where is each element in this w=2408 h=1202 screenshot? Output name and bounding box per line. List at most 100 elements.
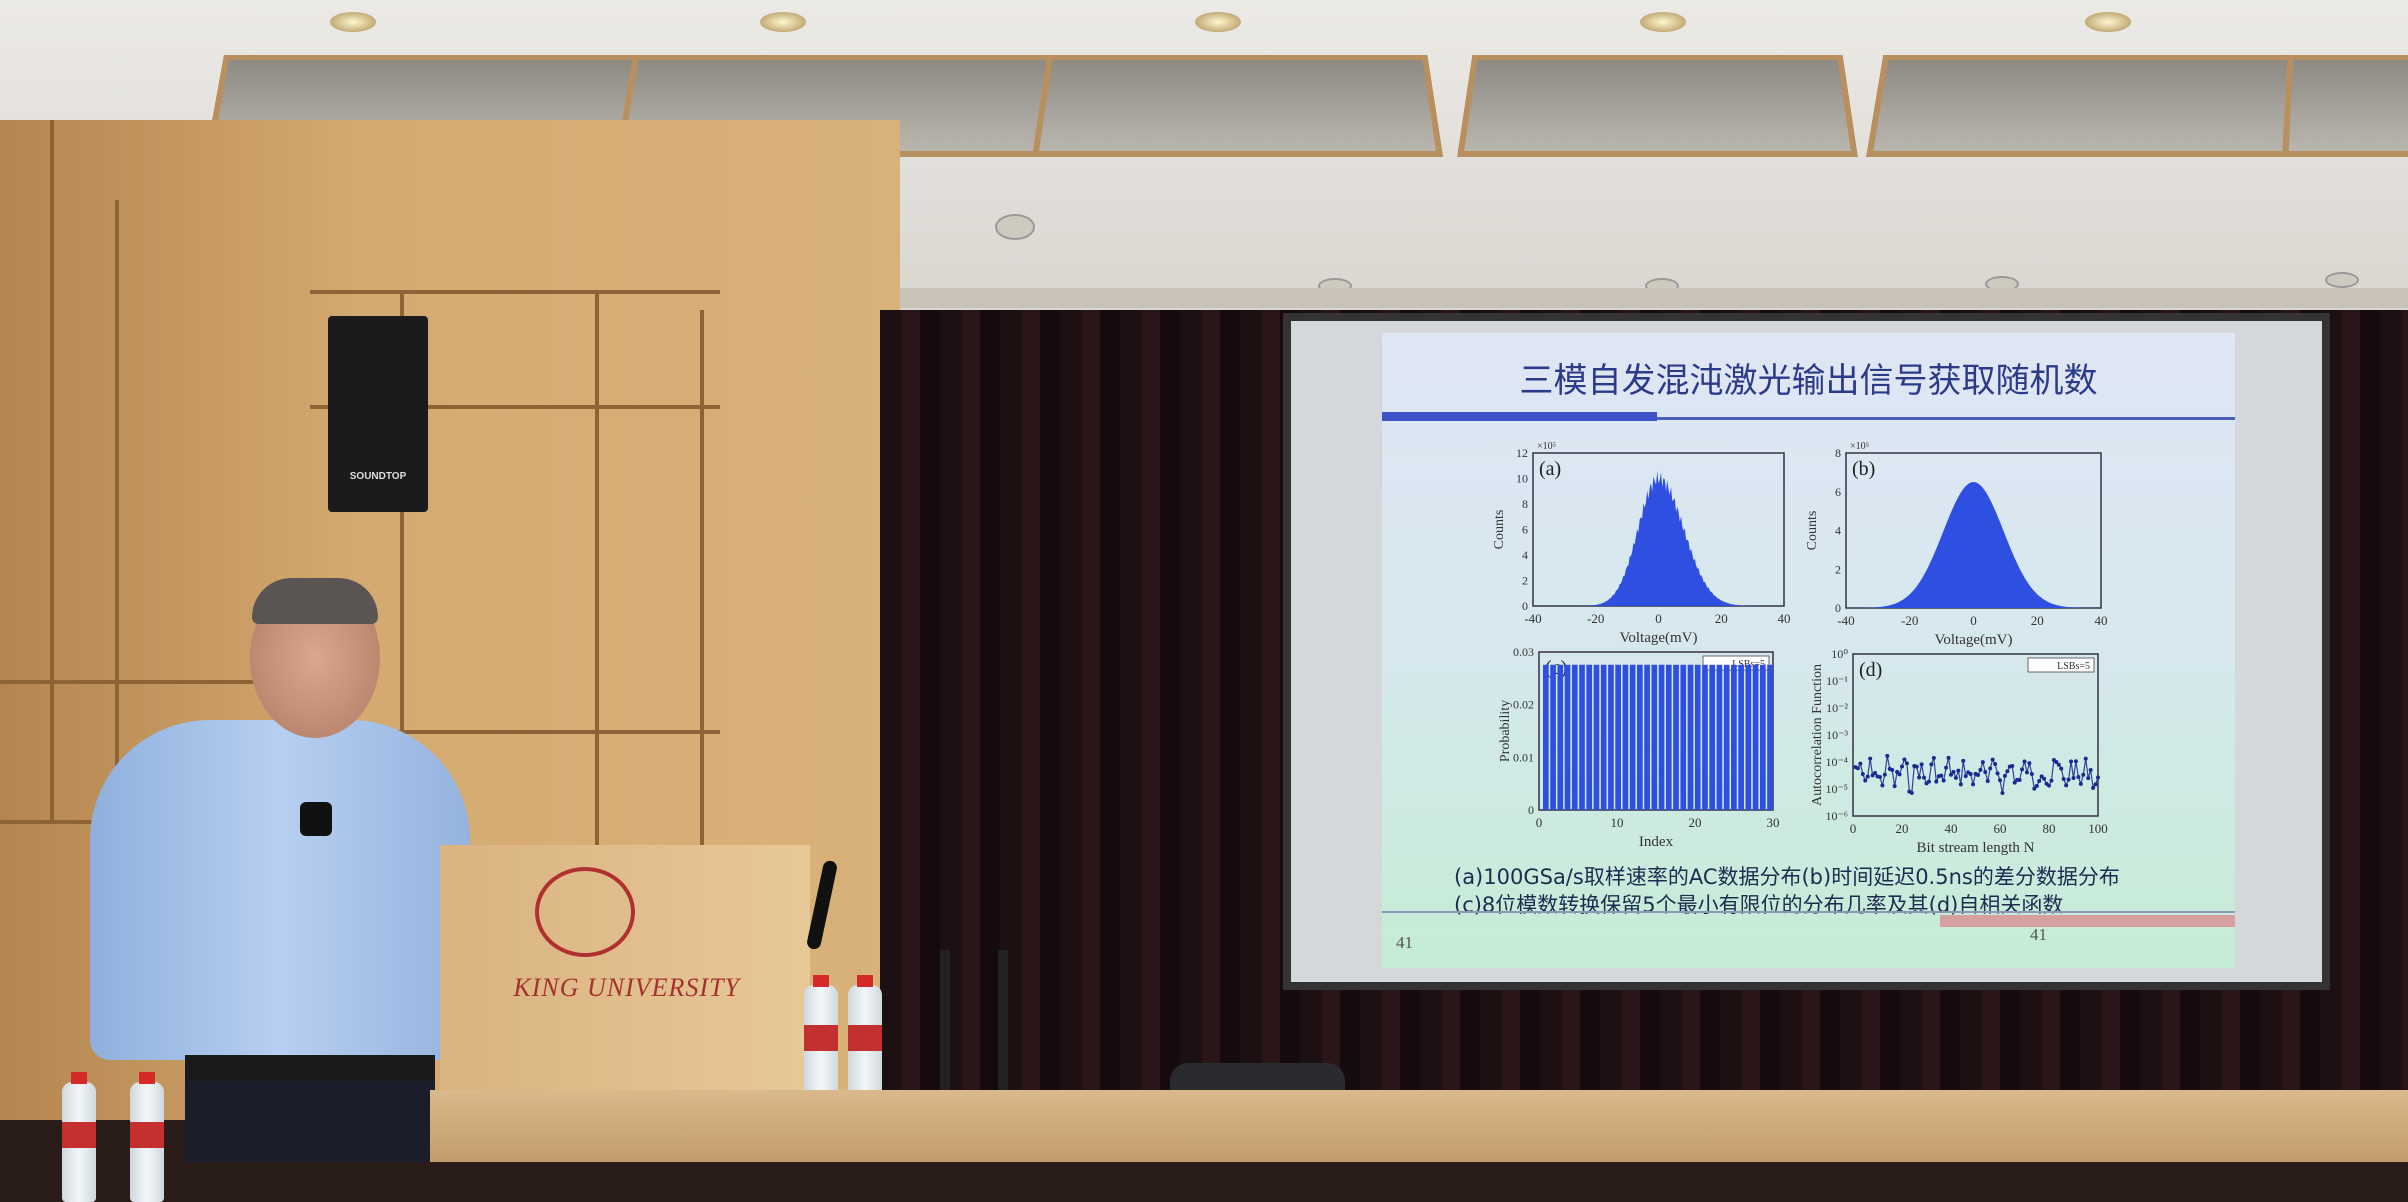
data-point	[1900, 764, 1904, 769]
data-point	[1934, 779, 1939, 784]
probability-bar	[1723, 664, 1730, 810]
data-point	[1956, 768, 1961, 773]
data-point	[2024, 770, 2029, 775]
panel-label: (b)	[1852, 458, 1875, 480]
data-point	[2054, 760, 2059, 765]
data-point	[1958, 782, 1963, 787]
x-tick-label: 10	[1611, 815, 1624, 830]
data-point	[1978, 767, 1983, 772]
data-point	[1860, 772, 1865, 777]
probability-bar	[1680, 664, 1687, 810]
data-point	[2086, 776, 2091, 781]
data-point	[1975, 773, 1980, 778]
ceiling-lamp	[2085, 12, 2131, 32]
data-point	[1885, 753, 1890, 758]
panel-label: (a)	[1539, 458, 1561, 480]
data-point	[1985, 779, 1990, 784]
data-point	[2002, 773, 2007, 778]
smoke-detector	[995, 214, 1035, 240]
data-point	[1983, 769, 1988, 774]
ceiling-panel	[1031, 55, 1444, 157]
title-accent-bar	[1382, 412, 1657, 421]
data-point	[2066, 777, 2071, 782]
data-point	[2078, 781, 2083, 786]
x-tick-label: 40	[1945, 821, 1958, 836]
data-point	[2064, 783, 2069, 788]
footer-accent-bar	[1940, 915, 2235, 927]
speaker-brand: SOUNDTOP	[349, 471, 407, 482]
data-point	[1993, 761, 1998, 766]
y-tick-label: 12	[1516, 446, 1528, 460]
page-number: 41	[1396, 933, 1413, 952]
probability-bar	[1738, 664, 1744, 810]
water-bottle	[62, 1072, 96, 1202]
data-point	[1998, 778, 2002, 783]
x-tick-label: 40	[1778, 611, 1791, 626]
data-point	[1914, 764, 1919, 769]
panel-a-histogram: (a) -40 -20 0 20 40 0 2 4 6 8 10 12 Voltage(mV) Counts…	[1492, 441, 1791, 646]
ceiling-lamp	[760, 12, 806, 32]
data-point	[1963, 774, 1968, 779]
data-point	[2000, 791, 2005, 796]
y-tick-label: 10⁻⁵	[1825, 782, 1848, 796]
probability-bar	[1702, 664, 1708, 810]
ceiling-panel	[1457, 55, 1858, 157]
data-point	[1939, 773, 1944, 778]
data-point	[2020, 767, 2025, 772]
data-point	[1873, 770, 1878, 775]
y-tick-label: 10⁰	[1831, 647, 1848, 661]
x-tick-label: 0	[1850, 821, 1857, 836]
data-point	[2047, 783, 2051, 788]
caption-line-2: (c)8位模数转换保留5个最小有限位的分布几率及其(d)自相关函数	[1454, 893, 2064, 917]
probability-bar	[1564, 664, 1571, 810]
ceiling-panel	[2282, 55, 2408, 157]
probability-bar	[1687, 664, 1694, 810]
ceiling-panel	[1866, 55, 2319, 157]
lapel-microphone	[300, 802, 332, 836]
y-tick-label: 8	[1835, 446, 1841, 460]
panel-d-autocorrelation: (d) 0 20 40 60 80 100 10⁻⁶ 10⁻⁵ 10⁻⁴ 10⁻³ 10⁻² 10⁻¹ 1…	[1810, 647, 2108, 856]
data-point	[1946, 755, 1951, 760]
data-point	[1865, 774, 1870, 779]
y-tick-label: 10⁻³	[1826, 728, 1848, 742]
data-point	[1868, 756, 1873, 761]
probability-bar	[1716, 664, 1723, 810]
probability-bar	[1608, 664, 1614, 810]
data-point	[1961, 758, 1966, 763]
probability-bar	[1767, 664, 1773, 810]
data-point	[2029, 772, 2034, 777]
data-point	[1855, 766, 1860, 771]
x-tick-label: 0	[1655, 611, 1662, 626]
data-point	[2081, 772, 2086, 777]
data-point	[1968, 771, 1973, 776]
data-point	[1919, 762, 1924, 767]
data-point	[1902, 757, 1907, 762]
y-tick-label: 0.03	[1513, 645, 1534, 659]
probability-bar	[1600, 664, 1607, 810]
legend-label: LSBs=5	[2057, 661, 2090, 672]
y-tick-label: 8	[1522, 497, 1528, 511]
x-axis-label: Voltage(mV)	[1619, 630, 1697, 646]
axis-multiplier: ×10⁵	[1850, 441, 1869, 452]
y-tick-label: 6	[1835, 485, 1841, 499]
water-bottle	[804, 975, 838, 1105]
x-tick-label: 20	[2031, 613, 2044, 628]
x-axis-label: Voltage(mV)	[1934, 632, 2012, 648]
y-tick-label: 0	[1522, 599, 1528, 613]
data-point	[1858, 761, 1863, 766]
y-tick-label: 2	[1522, 574, 1528, 588]
x-tick-label: 20	[1896, 821, 1909, 836]
y-tick-label: 0.02	[1513, 698, 1534, 712]
probability-bar	[1673, 664, 1679, 810]
data-point	[2049, 778, 2054, 783]
probability-bar	[1752, 664, 1759, 810]
data-point	[2093, 782, 2098, 787]
probability-bar	[1651, 664, 1658, 810]
legend-box	[2027, 657, 2095, 673]
data-point	[2032, 786, 2037, 791]
x-tick-label: 20	[1715, 611, 1728, 626]
data-point	[1904, 761, 1909, 766]
data-point	[2069, 759, 2074, 764]
ceiling-lamp	[1640, 12, 1686, 32]
y-axis-label: Autocorrelation Function	[1810, 664, 1825, 806]
